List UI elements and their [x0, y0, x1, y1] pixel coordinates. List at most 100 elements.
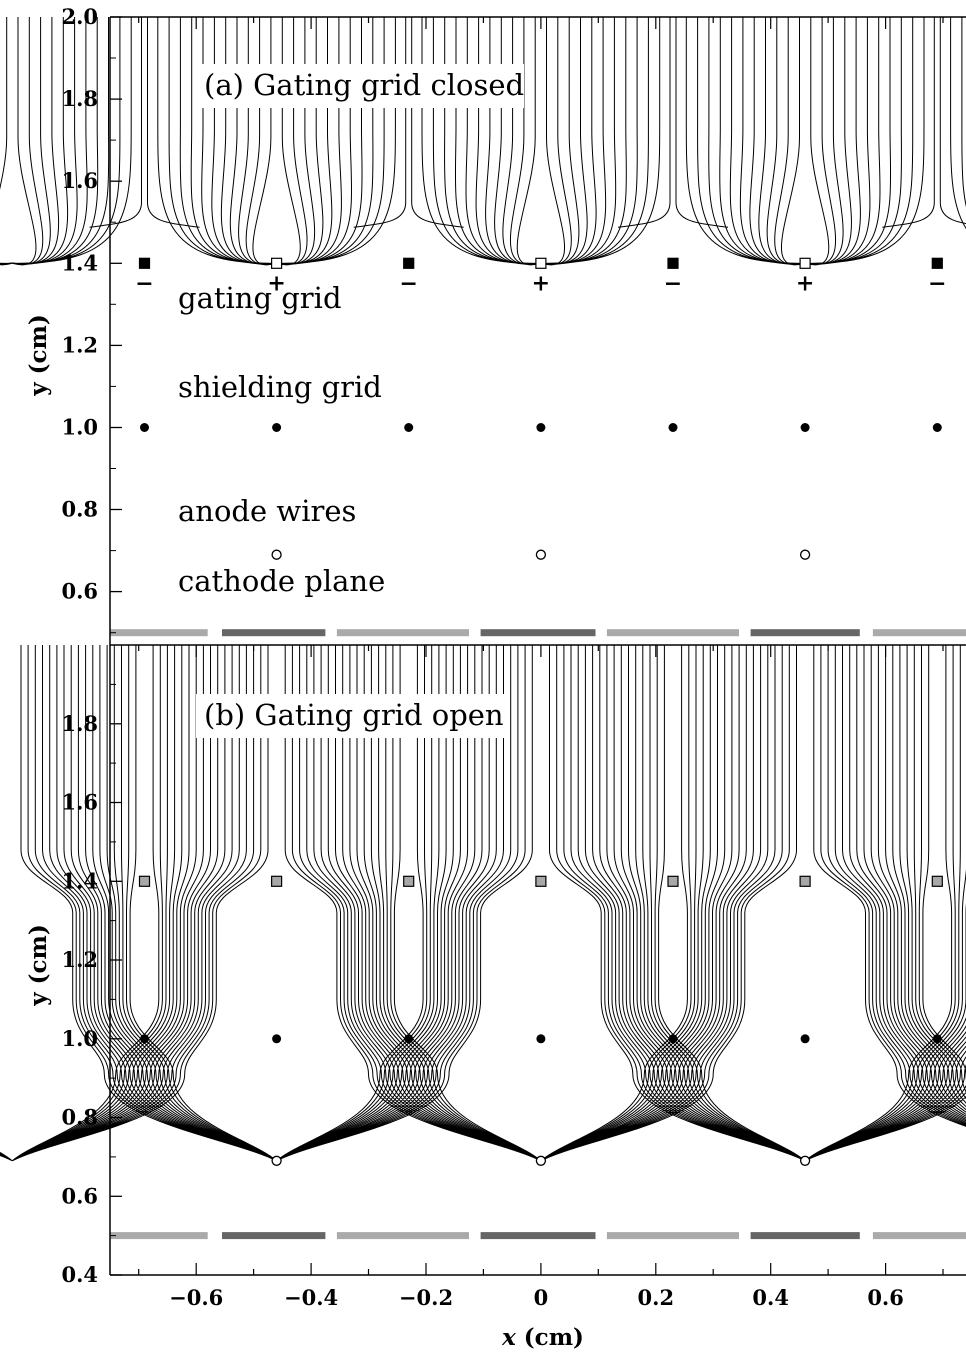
panel-a-separatrix-lines: [89, 17, 966, 228]
gating-wire-sign-5: −: [664, 270, 682, 296]
gating-wire-6: [799, 257, 811, 269]
panel-b-y-tick-label: 1.8: [61, 711, 98, 736]
panel-a-gating-closed: − + − + − + − 0.6 0.8 1.0 1.2 1.4 1.6 1.8 2.0 (a) Gat…: [0, 4, 966, 645]
gating-wire-1: [138, 257, 151, 269]
gating-wire-7: [931, 257, 943, 269]
x-axis-unit: (cm): [516, 1324, 584, 1351]
panel-a-wires: − + − + − + −: [135, 257, 947, 560]
cathode-segment-5: [606, 629, 739, 637]
shielding-wire-5: [668, 1034, 678, 1044]
anode-wires-label: anode wires: [178, 494, 356, 528]
gating-wire-sign-4: +: [532, 270, 550, 296]
shielding-wire-5: [668, 423, 678, 432]
x-axis-title: x (cm): [501, 1324, 584, 1351]
x-tick-label: 0: [534, 1285, 549, 1310]
panel-a-ylabel: y (cm): [25, 314, 52, 396]
gating-wire-sign-3: −: [399, 270, 417, 296]
shielding-wire-4: [536, 1034, 546, 1044]
gating-wire-5: [667, 257, 679, 269]
panel-b-y-tick-label: 1.6: [61, 790, 98, 815]
cathode-segment-1: [110, 1232, 208, 1240]
panel-b-cathode-plane: [110, 1232, 966, 1240]
x-tick-label: 0.6: [867, 1285, 904, 1310]
panel-a-y-tick-label: 1.4: [61, 250, 98, 275]
panel-b-title-bg: [196, 694, 506, 738]
gating-wire-sign-2: +: [267, 270, 285, 296]
open-gating-wire-6: [799, 875, 811, 887]
cathode-segment-4: [480, 1232, 596, 1240]
open-gating-wire-1: [138, 875, 151, 887]
cathode-segment-2: [222, 629, 326, 637]
panel-b-y-tick-label: 0.6: [61, 1183, 98, 1208]
shielding-wire-3: [404, 1034, 414, 1044]
gating-wire-sign-6: +: [796, 270, 814, 296]
panel-b-field-lines: [0, 645, 966, 1162]
shielding-wire-6: [800, 423, 810, 432]
cathode-segment-3: [336, 629, 469, 637]
x-tick-label: −0.6: [169, 1285, 223, 1310]
cathode-segment-3: [336, 1232, 469, 1240]
x-tick-label: 0.2: [638, 1285, 675, 1310]
panel-b-y-tick-label: 1.4: [61, 868, 98, 893]
x-axis-variable: x: [501, 1324, 516, 1351]
open-gating-wire-3: [403, 875, 415, 887]
panel-b-y-tick-label: 0.4: [61, 1262, 98, 1287]
panel-b-y-tick-label: 0.8: [61, 1105, 98, 1130]
panel-b-axes: 0.4 0.6 0.8 1.0 1.2 1.4 1.6 1.8 −0.6 −0.4 −0.2 0 0.2…: [61, 644, 966, 1310]
panel-a-y-tick-label: 2.0: [61, 4, 98, 29]
shielding-wire-4: [536, 423, 546, 432]
panel-b-y-tick-label: 1.0: [61, 1026, 98, 1051]
gating-wire-4: [535, 257, 547, 269]
gating-wire-sign-7: −: [928, 270, 946, 296]
shielding-wire-2: [272, 1034, 282, 1044]
panel-a-title: (a) Gating grid closed: [204, 68, 524, 102]
open-gating-wire-2: [271, 875, 283, 887]
panel-b-field-line-set: [0, 645, 966, 1162]
panel-a-field-line-set: [0, 17, 966, 266]
open-gating-wire-4: [535, 875, 547, 887]
panel-a-y-tick-label: 1.0: [61, 415, 98, 440]
panel-b-y-tick-label: 1.2: [61, 947, 98, 972]
gating-wire-3: [403, 257, 415, 269]
panel-b-gating-open: 0.4 0.6 0.8 1.0 1.2 1.4 1.6 1.8 −0.6 −0.4 −0.2 0 0.2…: [0, 644, 966, 1310]
cathode-plane-label: cathode plane: [178, 564, 385, 598]
anode-wire-3: [799, 1155, 811, 1166]
cathode-segment-6: [750, 1232, 860, 1240]
panel-a-y-tick-label: 1.2: [61, 332, 98, 357]
panel-a-y-tick-label: 1.6: [61, 168, 98, 193]
shielding-wire-3: [404, 423, 414, 432]
panel-a-field-lines: [0, 17, 966, 266]
cathode-segment-1: [110, 629, 208, 637]
cathode-segment-4: [480, 629, 596, 637]
panel-a-cathode-plane: [110, 629, 966, 637]
gating-wire-2: [271, 257, 283, 269]
shielding-wire-6: [800, 1034, 810, 1044]
anode-wire-1: [271, 1155, 282, 1166]
gating-grid-label: gating grid: [178, 281, 342, 315]
cathode-segment-7: [872, 1232, 966, 1240]
panel-b-title: (b) Gating grid open: [204, 698, 504, 732]
cathode-segment-2: [222, 1232, 326, 1240]
gating-wire-sign-1: −: [135, 270, 153, 296]
x-tick-label: −0.4: [284, 1285, 338, 1310]
anode-wire-3: [799, 549, 811, 560]
anode-wire-2: [535, 549, 547, 560]
x-tick-label: 0.4: [752, 1285, 789, 1310]
shielding-wire-1: [140, 1034, 149, 1044]
panel-a-y-tick-label: 0.6: [61, 579, 98, 604]
cathode-segment-7: [872, 629, 966, 637]
panel-a-axes: 0.6 0.8 1.0 1.2 1.4 1.6 1.8 2.0: [61, 4, 966, 645]
shielding-wire-1: [140, 423, 149, 432]
shielding-wire-7: [932, 1034, 942, 1044]
panel-a-y-tick-label: 1.8: [61, 86, 98, 111]
panel-b-wires: [138, 875, 943, 1166]
cathode-segment-6: [750, 629, 860, 637]
shielding-grid-label: shielding grid: [178, 370, 382, 404]
panel-a-title-bg: [196, 64, 524, 108]
shielding-wire-7: [932, 423, 942, 432]
panel-b-ylabel: y (cm): [25, 924, 52, 1006]
open-gating-wire-7: [931, 875, 943, 887]
open-gating-wire-5: [667, 875, 679, 887]
shielding-wire-2: [272, 423, 282, 432]
